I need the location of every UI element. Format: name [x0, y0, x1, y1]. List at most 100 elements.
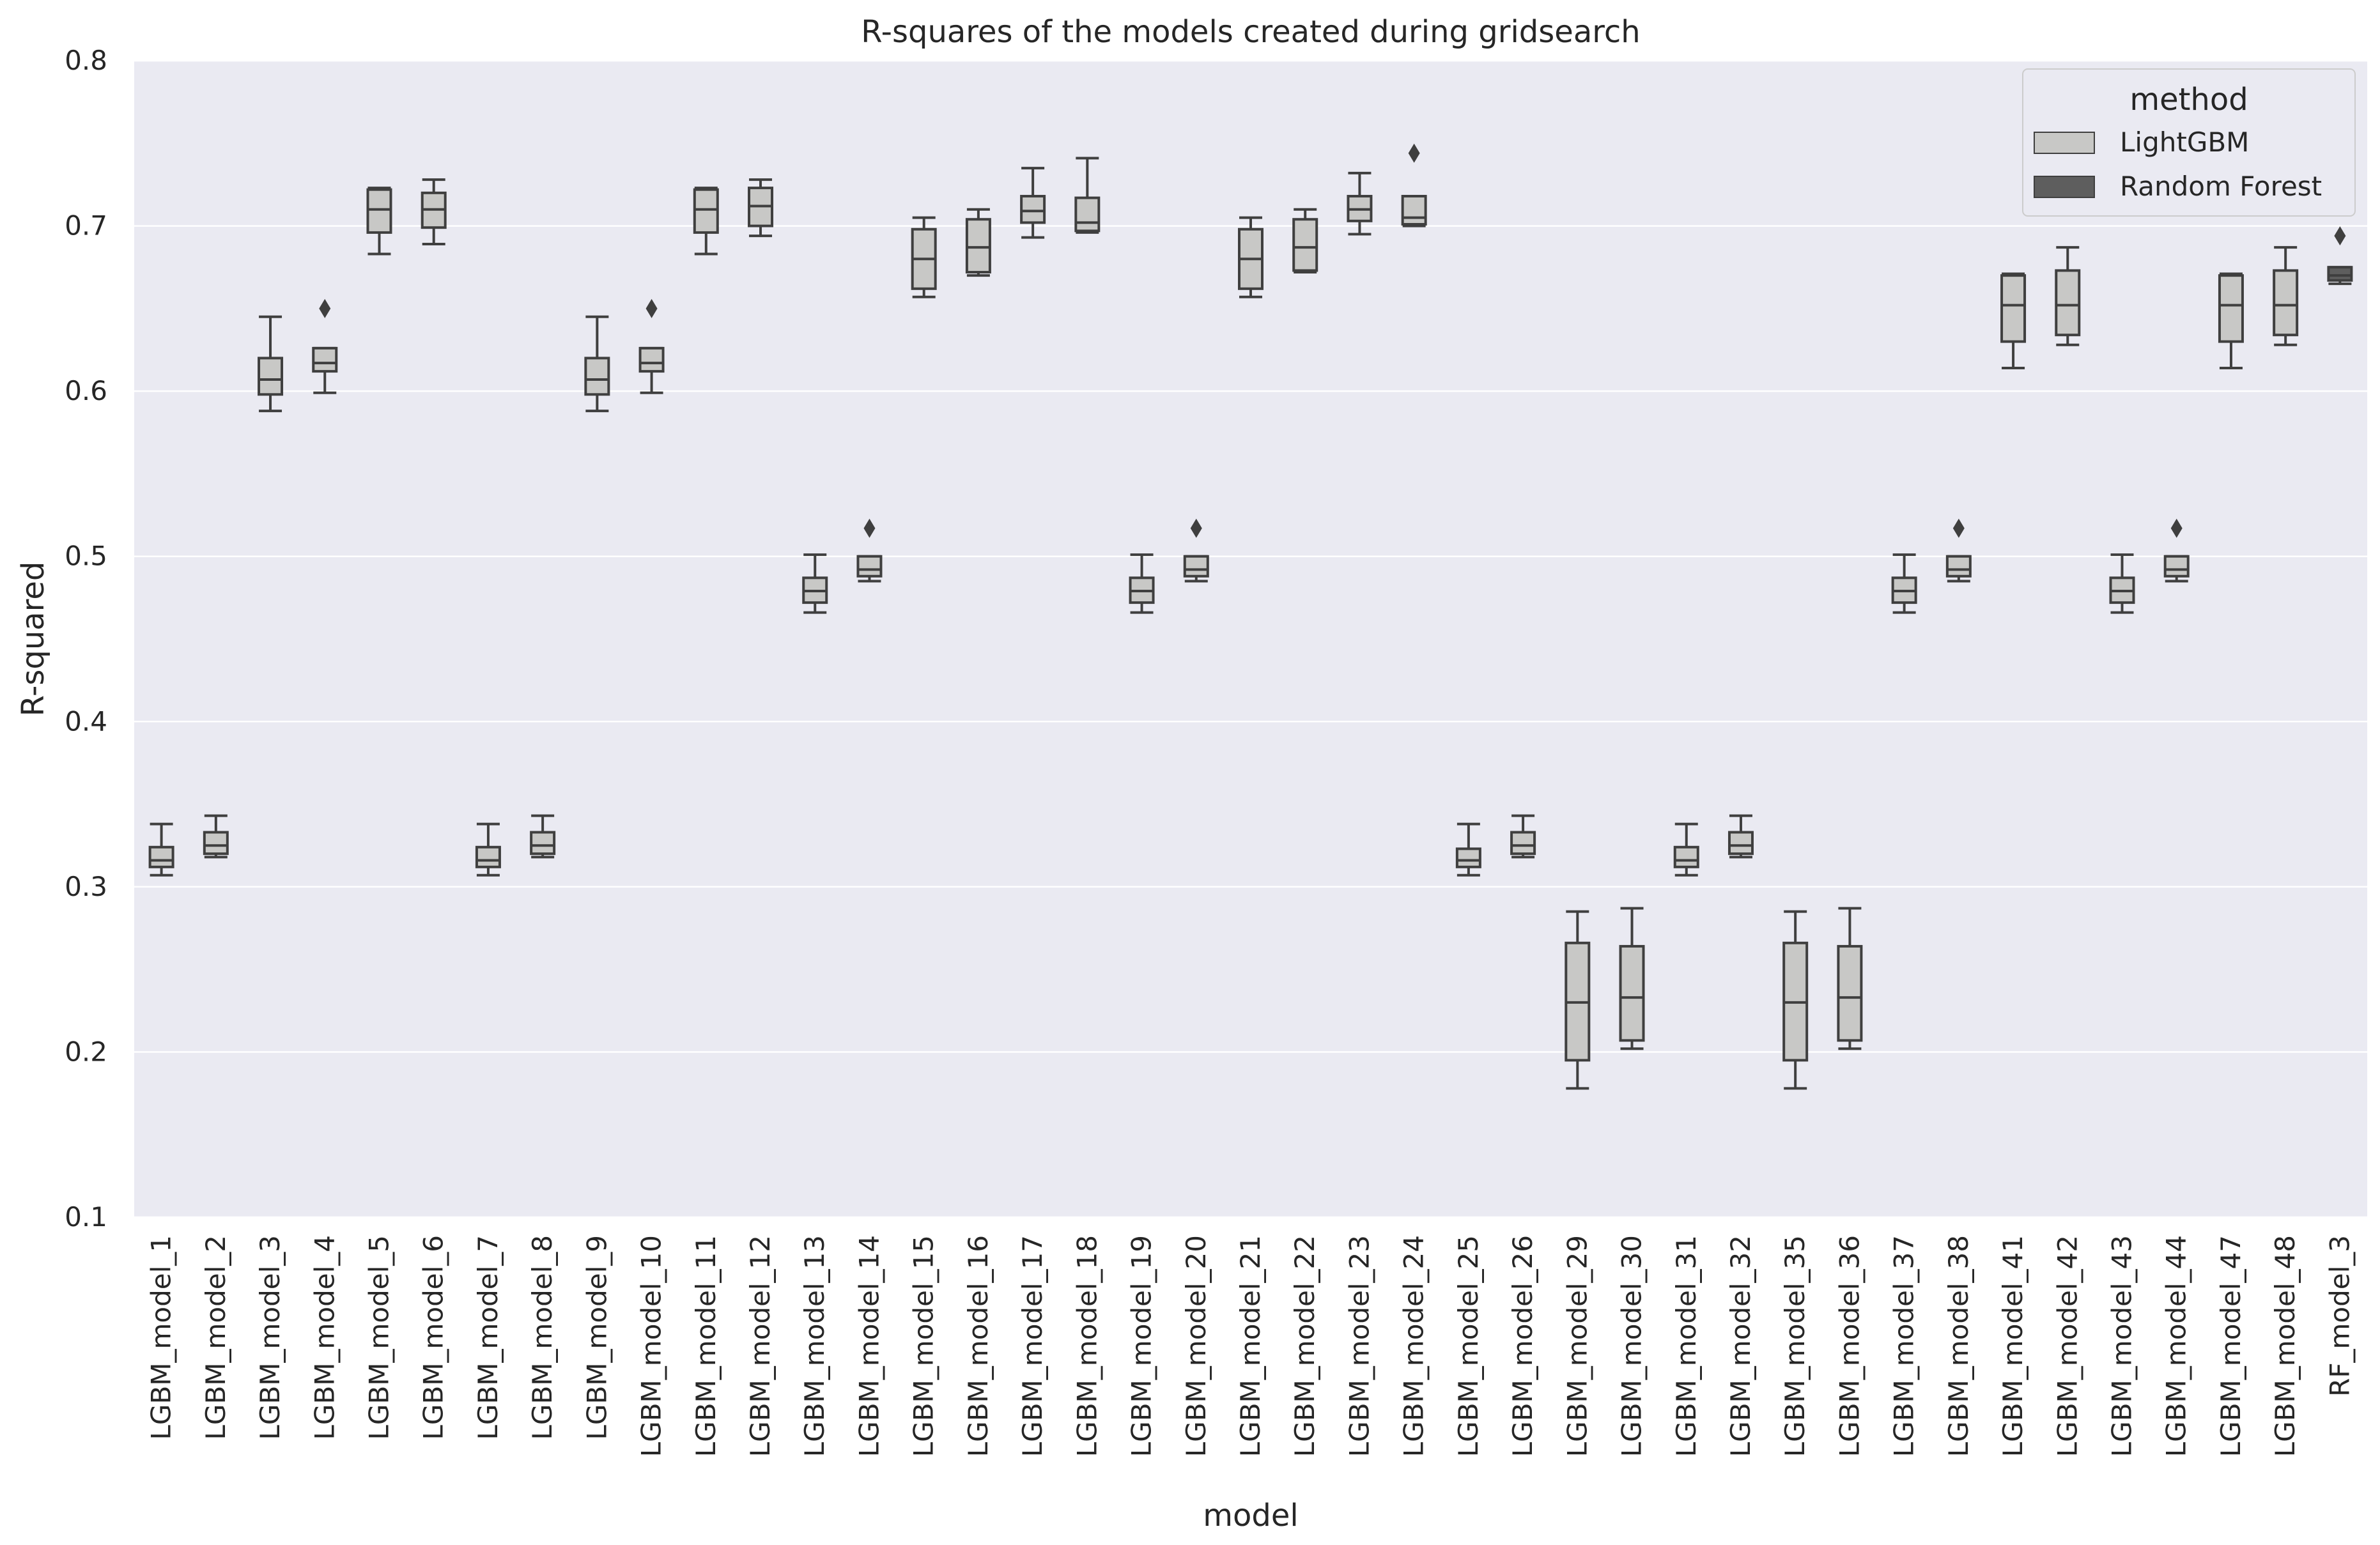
box-iqr — [584, 357, 610, 396]
legend-title: method — [2129, 82, 2248, 118]
box-lgbm-model-7 — [475, 822, 501, 877]
box-lgbm-model-12 — [748, 178, 774, 238]
x-tick-label: LGBM_model_30 — [1616, 1235, 1648, 1457]
legend-label-lightgbm: LightGBM — [2120, 127, 2249, 158]
box-lgbm-model-42 — [2055, 246, 2081, 346]
box-lgbm-model-48 — [2273, 246, 2299, 346]
box-lgbm-model-17 — [1020, 167, 1046, 239]
x-tick-label: LGBM_model_15 — [908, 1235, 939, 1457]
x-tick-label: LGBM_model_29 — [1561, 1235, 1593, 1457]
x-tick-label: LGBM_model_25 — [1453, 1235, 1484, 1457]
box-lgbm-model-8 — [530, 814, 556, 859]
box-lgbm-model-15 — [911, 216, 937, 298]
x-tick-label: LGBM_model_18 — [1071, 1235, 1102, 1457]
box-series — [148, 143, 2353, 1090]
box-lgbm-model-47 — [2218, 272, 2244, 369]
outlier-marker — [2334, 226, 2346, 246]
x-tick-label: LGBM_model_13 — [799, 1235, 830, 1457]
x-tick-label: LGBM_model_47 — [2215, 1235, 2246, 1457]
x-tick-label: LGBM_model_3 — [254, 1235, 286, 1440]
box-iqr — [638, 346, 665, 373]
box-lgbm-model-44 — [2163, 518, 2190, 583]
box-rf-model-3 — [2327, 226, 2353, 286]
box-iqr — [1074, 196, 1101, 233]
box-iqr — [2000, 274, 2027, 343]
box-iqr — [1292, 218, 1318, 272]
legend-swatch-lightgbm — [2034, 132, 2095, 154]
box-iqr — [856, 555, 883, 578]
x-tick-label: LGBM_model_21 — [1235, 1235, 1266, 1457]
box-lgbm-model-24 — [1401, 143, 1427, 227]
y-axis-label: R-squared — [15, 562, 51, 717]
legend-entry-random-forest: Random Forest — [2034, 171, 2322, 202]
box-iqr — [1619, 944, 1645, 1042]
x-tick-label: LGBM_model_6 — [418, 1235, 449, 1440]
box-lgbm-model-25 — [1455, 822, 1481, 877]
box-iqr — [693, 188, 719, 234]
legend-swatch-random-forest — [2034, 176, 2095, 198]
x-tick-label: LGBM_model_20 — [1180, 1235, 1212, 1457]
box-iqr — [203, 831, 229, 856]
x-tick-label: LGBM_model_10 — [636, 1235, 667, 1457]
box-lgbm-model-29 — [1565, 910, 1591, 1090]
x-axis-label: model — [1203, 1498, 1298, 1533]
y-tick-label: 0.2 — [65, 1036, 107, 1067]
x-tick-label: LGBM_model_9 — [581, 1235, 612, 1440]
box-lgbm-model-13 — [802, 553, 828, 614]
box-iqr — [2273, 269, 2299, 337]
x-tick-label: LGBM_model_14 — [853, 1235, 885, 1457]
box-lgbm-model-21 — [1238, 216, 1263, 298]
legend-entry-lightgbm: LightGBM — [2034, 127, 2249, 158]
box-lgbm-model-11 — [693, 187, 719, 256]
chart-title: R-squares of the models created during g… — [861, 14, 1640, 50]
box-lgbm-model-14 — [856, 518, 883, 583]
x-tick-label: LGBM_model_16 — [962, 1235, 994, 1457]
x-tick-label: LGBM_model_7 — [472, 1235, 504, 1440]
legend-label-random-forest: Random Forest — [2120, 171, 2322, 202]
box-lgbm-model-20 — [1183, 518, 1209, 583]
box-lgbm-model-41 — [2000, 272, 2027, 369]
box-lgbm-model-22 — [1292, 208, 1318, 273]
box-lgbm-model-36 — [1837, 907, 1863, 1050]
x-tick-label: LGBM_model_42 — [2052, 1235, 2083, 1457]
y-tick-labels: 0.1 0.2 0.3 0.4 0.5 0.6 0.7 0.8 — [65, 45, 107, 1233]
x-tick-label: LGBM_model_36 — [1834, 1235, 1865, 1457]
x-tick-labels: LGBM_model_1 LGBM_model_2 LGBM_model_3 LGBM… — [146, 1235, 2356, 1457]
box-iqr — [1837, 944, 1863, 1042]
box-iqr — [2327, 266, 2353, 282]
x-tick-label: LGBM_model_11 — [690, 1235, 722, 1457]
x-tick-label: LGBM_model_4 — [309, 1235, 340, 1440]
box-iqr — [2218, 274, 2244, 343]
x-tick-label: LGBM_model_44 — [2161, 1235, 2192, 1457]
x-tick-label: LGBM_model_8 — [527, 1235, 558, 1440]
box-iqr — [1510, 831, 1536, 856]
x-tick-label: LGBM_model_2 — [200, 1235, 231, 1440]
outlier-marker — [319, 298, 331, 318]
box-lgbm-model-9 — [584, 315, 610, 413]
outlier-marker — [1190, 518, 1202, 538]
box-lgbm-model-26 — [1510, 814, 1536, 859]
x-tick-label: LGBM_model_23 — [1343, 1235, 1375, 1457]
box-lgbm-model-6 — [421, 178, 447, 246]
box-lgbm-model-2 — [203, 814, 229, 859]
x-tick-label: LGBM_model_32 — [1725, 1235, 1756, 1457]
x-tick-label: LGBM_model_48 — [2269, 1235, 2301, 1457]
x-tick-label: LGBM_model_35 — [1779, 1235, 1811, 1457]
box-iqr — [258, 357, 284, 396]
y-tick-label: 0.7 — [65, 210, 107, 242]
outlier-marker — [645, 298, 658, 318]
x-tick-label: LGBM_model_19 — [1126, 1235, 1157, 1457]
box-lgbm-model-3 — [258, 315, 284, 413]
y-tick-label: 0.3 — [65, 871, 107, 902]
outlier-marker — [2170, 518, 2183, 538]
box-iqr — [475, 845, 501, 868]
x-tick-label: LGBM_model_12 — [745, 1235, 776, 1457]
x-tick-label: LGBM_model_43 — [2106, 1235, 2138, 1457]
outlier-marker — [1408, 143, 1420, 163]
box-lgbm-model-18 — [1074, 157, 1101, 234]
outlier-marker — [1952, 518, 1965, 538]
box-iqr — [530, 831, 556, 856]
y-tick-label: 0.6 — [65, 375, 107, 406]
y-tick-label: 0.8 — [65, 45, 107, 76]
